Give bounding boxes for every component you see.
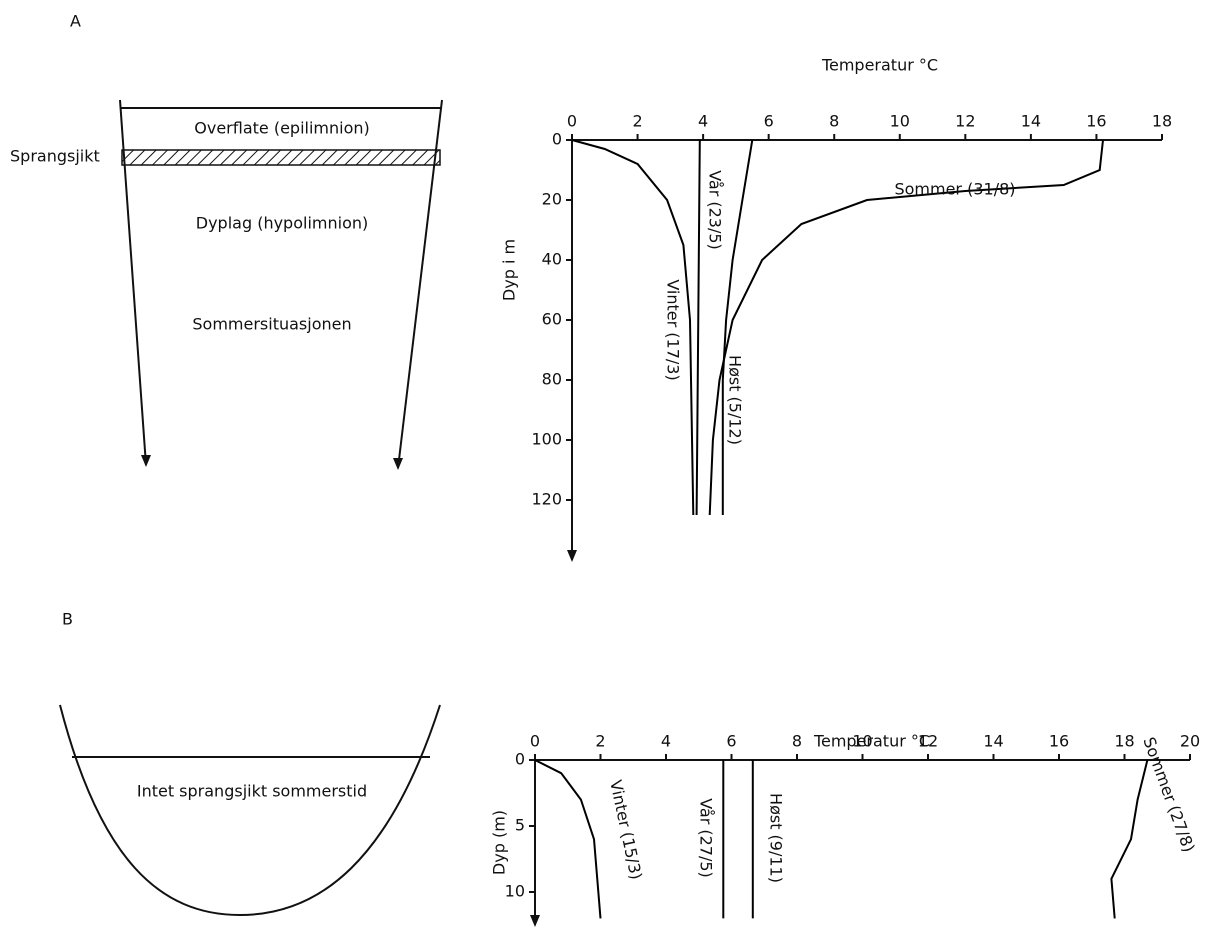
panel-label: A — [70, 12, 81, 31]
y-tick-label: 60 — [542, 310, 562, 329]
series-label: Sommer (27/8) — [1139, 735, 1198, 855]
y-axis-title: Dyp i m — [500, 239, 519, 301]
y-tick-label: 0 — [552, 130, 562, 149]
series-label: Vinter (17/3) — [664, 279, 683, 380]
series-line — [708, 139, 1104, 516]
x-tick-label: 12 — [918, 732, 938, 751]
panel-label: B — [62, 610, 73, 629]
x-tick-label: 2 — [595, 732, 605, 751]
series-label: Vår (23/5) — [706, 170, 725, 250]
y-tick-label: 0 — [515, 750, 525, 769]
x-tick-label: 14 — [1021, 112, 1041, 131]
x-tick-label: 18 — [1152, 112, 1172, 131]
layer-label: Overflate (epilimnion) — [194, 119, 370, 138]
y-tick-label: 80 — [542, 370, 562, 389]
series-line — [534, 759, 602, 919]
basin — [59, 704, 441, 917]
x-tick-label: 14 — [983, 732, 1003, 751]
y-tick-label: 20 — [542, 190, 562, 209]
x-tick-label: 4 — [661, 732, 671, 751]
series-label: Vår (27/5) — [697, 798, 716, 878]
series-line — [571, 139, 695, 516]
lake-diagram-a: Overflate (epilimnion) Sprangsjikt Dypla… — [10, 99, 443, 470]
series-label: Sommer (31/8) — [894, 180, 1015, 199]
x-axis-title: Temperatur °C — [821, 56, 938, 75]
y-tick-label: 10 — [505, 882, 525, 901]
x-tick-label: 16 — [1086, 112, 1106, 131]
series-line — [695, 139, 701, 516]
caption: Sommersituasjonen — [192, 315, 351, 334]
series-label: Høst (9/11) — [767, 793, 786, 883]
x-tick-label: 16 — [1049, 732, 1069, 751]
series-line — [1110, 759, 1149, 919]
x-tick-label: 6 — [764, 112, 774, 131]
x-tick-label: 0 — [567, 112, 577, 131]
y-tick-label: 100 — [531, 430, 562, 449]
series-label: Høst (5/12) — [726, 355, 745, 445]
x-tick-label: 6 — [726, 732, 736, 751]
x-tick-label: 8 — [792, 732, 802, 751]
x-tick-label: 12 — [955, 112, 975, 131]
lake-diagram-b: Intet sprangsjikt sommerstid — [59, 704, 441, 917]
series-label: Vinter (15/3) — [606, 778, 646, 881]
caption: Intet sprangsjikt sommerstid — [137, 782, 367, 801]
x-tick-label: 10 — [852, 732, 872, 751]
x-axis-title: Temperatur °C — [813, 732, 930, 751]
y-tick-label: 40 — [542, 250, 562, 269]
x-tick-label: 2 — [632, 112, 642, 131]
x-tick-label: 10 — [890, 112, 910, 131]
x-tick-label: 4 — [698, 112, 708, 131]
x-tick-label: 8 — [829, 112, 839, 131]
y-axis-title: Dyp (m) — [490, 810, 509, 875]
x-tick-label: 18 — [1114, 732, 1134, 751]
thermocline-band — [121, 149, 441, 166]
series-line — [721, 139, 754, 515]
x-tick-label: 20 — [1180, 732, 1200, 751]
layer-label: Sprangsjikt — [10, 147, 100, 166]
y-tick-label: 5 — [515, 816, 525, 835]
layer-label: Dyplag (hypolimnion) — [196, 214, 368, 233]
x-tick-label: 0 — [530, 732, 540, 751]
y-tick-label: 120 — [531, 490, 562, 509]
